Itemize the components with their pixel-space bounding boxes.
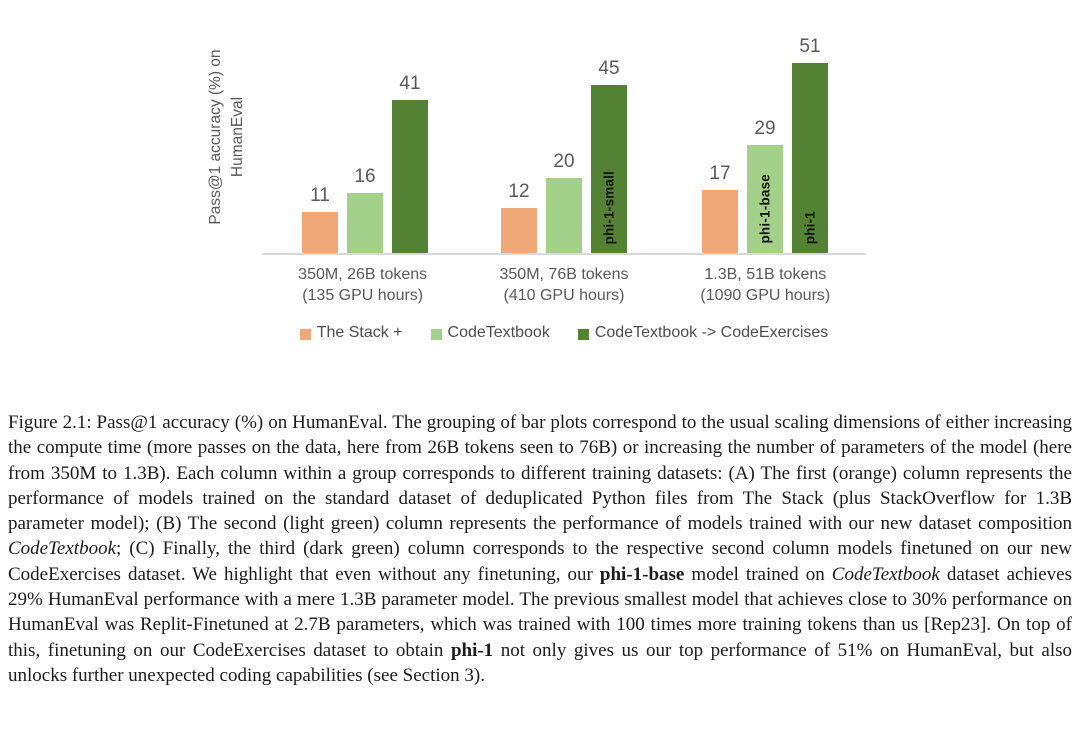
legend-swatch-icon [430, 328, 442, 340]
bar-slot: 17 [702, 163, 738, 253]
bar-value-label: 16 [354, 166, 376, 187]
bar-inner-label-phi-1: phi-1 [802, 210, 818, 244]
bar-group-1: 11 16 41 [302, 43, 428, 253]
bar-codetextbook-codeexercises-g1 [392, 100, 428, 253]
y-axis-label: Pass@1 accuracy (%) on HumanEval [205, 17, 251, 257]
x-axis-label-line1: 350M, 76B tokens [499, 266, 629, 283]
bar-codetextbook-codeexercises-g2: phi-1-small [591, 85, 627, 253]
x-axis-label-line2: (410 GPU hours) [503, 287, 625, 304]
caption-run-italic: CodeTextbook [8, 538, 117, 560]
figure-caption: Figure 2.1: Pass@1 accuracy (%) on Human… [8, 410, 1072, 688]
x-axis-label-line2: (135 GPU hours) [302, 287, 424, 304]
legend-item: The Stack + [299, 324, 403, 342]
x-axis-label-line1: 1.3B, 51B tokens [704, 266, 827, 283]
plot-area: 11 16 41 12 20 45 phi-1-small 17 29 phi-1-base 51 p… [262, 36, 866, 255]
bar-slot: 11 [302, 185, 338, 253]
bar-group-3: 17 29 phi-1-base 51 phi-1 [702, 36, 828, 253]
x-axis-label-group-3: 1.3B, 51B tokens (1090 GPU hours) [665, 264, 866, 306]
caption-run-normal: model trained on [684, 563, 832, 585]
x-axis-label-line2: (1090 GPU hours) [700, 287, 831, 304]
bar-slot: 20 [546, 151, 582, 253]
bar-inner-label-phi-1-base: phi-1-base [757, 174, 773, 244]
bar-slot: 12 [501, 181, 537, 253]
bar-slot: 16 [347, 166, 383, 253]
caption-run-normal: Figure 2.1: Pass@1 accuracy (%) on Human… [8, 412, 1072, 535]
bar-slot: 45 phi-1-small [591, 58, 627, 253]
bar-codetextbook-g3: phi-1-base [747, 145, 783, 253]
bar-inner-label-phi-1-small: phi-1-small [601, 170, 617, 244]
bar-value-label: 41 [399, 73, 421, 94]
legend-swatch-icon [299, 328, 311, 340]
caption-run-normal: not only gives us our top performance of… [8, 639, 1072, 686]
bar-codetextbook-g1 [347, 193, 383, 253]
legend-label: CodeTextbook [447, 324, 550, 341]
caption-run-bold: phi-1-base [599, 563, 685, 585]
bar-group-2: 12 20 45 phi-1-small [501, 43, 627, 253]
bar-value-label: 20 [553, 151, 575, 172]
bar-the-stack--g2 [501, 208, 537, 253]
y-axis-label-line1: Pass@1 accuracy (%) on [207, 49, 224, 225]
y-axis-label-line2: HumanEval [229, 96, 246, 178]
legend-swatch-icon [577, 328, 589, 340]
bar-value-label: 45 [598, 58, 620, 79]
bar-value-label: 51 [799, 36, 821, 57]
bar-the-stack--g1 [302, 212, 338, 253]
chart-legend: The Stack + CodeTextbook CodeTextbook -> C… [232, 324, 896, 342]
bar-slot: 29 phi-1-base [747, 118, 783, 253]
x-axis-labels: 350M, 26B tokens (135 GPU hours) 350M, 76B… [262, 264, 866, 306]
bar-value-label: 17 [709, 163, 731, 184]
legend-item: CodeTextbook [430, 324, 550, 342]
caption-run-normal: ; (C) Finally, the third (dark green) co… [8, 538, 1072, 585]
bar-codetextbook-g2 [546, 178, 582, 253]
x-axis-label-line1: 350M, 26B tokens [298, 266, 428, 283]
bar-slot: 51 phi-1 [792, 36, 828, 253]
legend-label: CodeTextbook -> CodeExercises [594, 324, 829, 341]
legend-label: The Stack + [316, 324, 403, 341]
caption-run-italic: CodeTextbook [831, 563, 940, 585]
bar-value-label: 29 [754, 118, 776, 139]
bar-slot: 41 [392, 73, 428, 253]
bar-value-label: 11 [310, 185, 330, 206]
legend-item: CodeTextbook -> CodeExercises [577, 324, 829, 342]
bar-value-label: 12 [508, 181, 530, 202]
x-axis-label-group-1: 350M, 26B tokens (135 GPU hours) [262, 264, 463, 306]
bar-the-stack--g3 [702, 190, 738, 253]
caption-run-bold: phi-1 [450, 639, 494, 661]
x-axis-label-group-2: 350M, 76B tokens (410 GPU hours) [463, 264, 664, 306]
bar-codetextbook-codeexercises-g3: phi-1 [792, 63, 828, 253]
caption-run-normal: dataset achieves 29% HumanEval performan… [8, 563, 1073, 661]
